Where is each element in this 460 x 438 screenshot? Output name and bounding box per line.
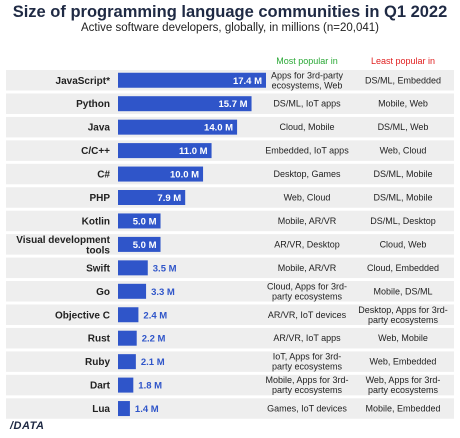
least-popular-cell: Web, Embedded [370, 357, 437, 367]
bar [118, 260, 148, 276]
least-popular-cell: DS/ML, Mobile [373, 169, 432, 179]
value-label: 2.1 M [141, 357, 165, 368]
value-label: 3.5 M [153, 263, 177, 274]
least-popular-cell: Web, Cloud [380, 146, 427, 156]
most-popular-header: Most popular in [276, 56, 338, 66]
category-label: C/C++ [81, 146, 110, 157]
value-label: 5.0 M [133, 240, 157, 251]
least-popular-cell: Mobile, Embedded [365, 404, 440, 414]
most-popular-cell: Cloud, Mobile [279, 122, 334, 132]
most-popular-cell: DS/ML, IoT apps [273, 99, 341, 109]
category-label: Ruby [85, 357, 110, 368]
least-popular-cell: Web, Apps for 3rd- [366, 375, 441, 385]
value-label: 14.0 M [204, 123, 233, 134]
value-label: 5.0 M [133, 216, 157, 227]
least-popular-cell: Desktop, Apps for 3rd- [358, 305, 448, 315]
least-popular-cell: Mobile, Web [378, 99, 428, 109]
bar [118, 166, 204, 182]
value-label: 2.2 M [142, 334, 166, 345]
category-label: C# [97, 170, 110, 181]
category-label: Java [88, 123, 111, 134]
category-label: Rust [88, 334, 111, 345]
most-popular-cell: party ecosystems [272, 291, 343, 301]
least-popular-cell: party ecosystems [368, 385, 439, 395]
category-label: Objective C [55, 310, 110, 321]
bar [118, 401, 130, 417]
category-label: Python [76, 99, 110, 110]
value-label: 7.9 M [157, 193, 181, 204]
bar [118, 283, 147, 299]
bar [118, 354, 136, 370]
most-popular-cell: IoT, Apps for 3rd- [273, 352, 342, 362]
category-label: PHP [89, 193, 110, 204]
category-label: Swift [86, 263, 111, 274]
most-popular-cell: Cloud, Apps for 3rd- [267, 281, 347, 291]
value-label: 11.0 M [179, 146, 208, 157]
value-label: 1.8 M [138, 381, 162, 392]
least-popular-cell: DS/ML, Desktop [370, 216, 436, 226]
bar [118, 236, 161, 252]
bar [118, 72, 266, 88]
bar [118, 119, 238, 135]
category-label: Lua [92, 404, 110, 415]
most-popular-cell: Mobile, AR/VR [278, 216, 337, 226]
most-popular-cell: Desktop, Games [273, 169, 341, 179]
most-popular-cell: party ecosystems [272, 385, 343, 395]
most-popular-cell: party ecosystems [272, 362, 343, 372]
least-popular-cell: Cloud, Embedded [367, 263, 439, 273]
category-label: tools [86, 245, 110, 256]
bar [118, 330, 137, 346]
category-label: Visual development [16, 235, 110, 246]
category-label: Dart [90, 381, 111, 392]
most-popular-cell: Web, Cloud [284, 193, 331, 203]
most-popular-cell: Embedded, IoT apps [265, 146, 349, 156]
value-label: 17.4 M [233, 76, 262, 87]
least-popular-cell: DS/ML, Web [378, 122, 429, 132]
least-popular-cell: party ecosystems [368, 315, 439, 325]
category-label: JavaScript* [56, 76, 111, 87]
chart-subtitle: Active software developers, globally, in… [81, 22, 379, 34]
bar [118, 377, 134, 393]
brand-logo: /DATA [10, 420, 45, 432]
least-popular-cell: Mobile, DS/ML [373, 286, 432, 296]
least-popular-cell: Cloud, Web [380, 239, 427, 249]
bar [118, 307, 139, 323]
bar [118, 143, 212, 159]
least-popular-header: Least popular in [371, 56, 435, 66]
bar [118, 213, 161, 229]
value-label: 3.3 M [151, 287, 175, 298]
bar [118, 96, 252, 112]
most-popular-cell: AR/VR, Desktop [274, 239, 340, 249]
most-popular-cell: AR/VR, IoT apps [273, 333, 341, 343]
least-popular-cell: DS/ML, Embedded [365, 75, 441, 85]
least-popular-cell: Web, Mobile [378, 333, 428, 343]
most-popular-cell: Mobile, AR/VR [278, 263, 337, 273]
most-popular-cell: Mobile, Apps for 3rd- [265, 375, 348, 385]
chart-title: Size of programming language communities… [12, 3, 448, 21]
most-popular-cell: Apps for 3rd-party [271, 70, 344, 80]
least-popular-cell: DS/ML, Mobile [373, 193, 432, 203]
bar [118, 190, 186, 205]
most-popular-cell: Games, IoT devices [267, 404, 347, 414]
category-label: Kotlin [82, 216, 110, 227]
most-popular-cell: ecosystems, Web [272, 80, 343, 90]
value-label: 15.7 M [218, 99, 247, 110]
most-popular-cell: AR/VR, IoT devices [268, 310, 347, 320]
value-label: 1.4 M [135, 404, 159, 415]
value-label: 2.4 M [143, 310, 167, 321]
value-label: 10.0 M [170, 170, 199, 181]
category-label: Go [96, 287, 110, 298]
